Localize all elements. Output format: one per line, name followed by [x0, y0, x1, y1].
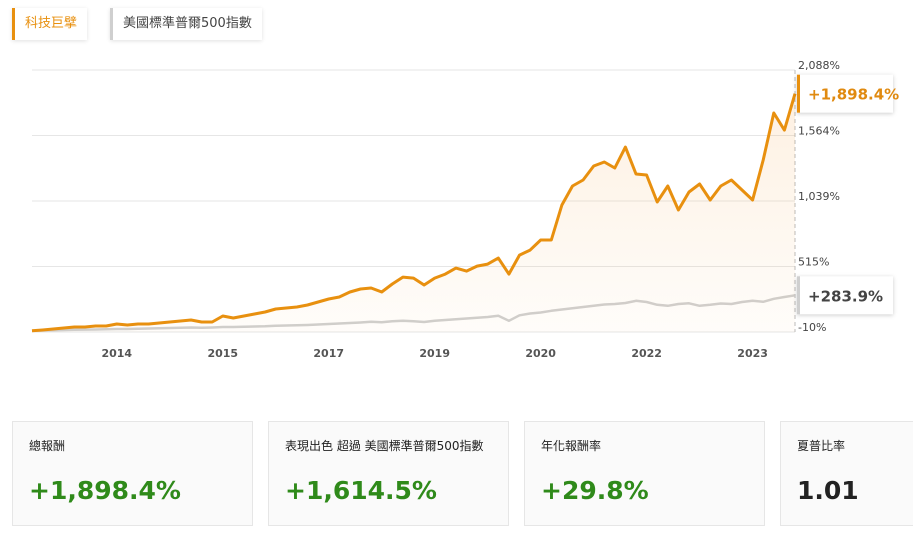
- y-tick-label: 1,039%: [798, 190, 840, 203]
- stat-label: 年化報酬率: [541, 439, 602, 453]
- stat-card: 夏普比率 1.01: [780, 421, 913, 526]
- end-value-text: +1,898.4%: [808, 86, 899, 104]
- stat-value: +29.8%: [541, 476, 649, 505]
- x-tick-label: 2023: [737, 347, 768, 360]
- x-tick-label: 2020: [525, 347, 556, 360]
- stat-card: 總報酬 +1,898.4%: [12, 421, 253, 526]
- x-tick-label: 2017: [313, 347, 344, 360]
- y-tick-label: -10%: [798, 321, 826, 334]
- stat-card: 表現出色 超過 美國標準普爾500指數 +1,614.5%: [268, 421, 509, 526]
- end-value-label: +1,898.4%: [797, 74, 899, 113]
- series-line: [31, 93, 797, 333]
- y-tick-label: 1,564%: [798, 124, 840, 137]
- y-tick-label: 2,088%: [798, 59, 840, 72]
- end-value-label: +283.9%: [797, 276, 893, 315]
- label-box: [797, 276, 893, 315]
- label-accent: [797, 276, 800, 315]
- chart: -10% 515% 1,039% 1,564% 2,088% 2014 2015 2017 20…: [31, 59, 899, 360]
- series-tab[interactable]: 科技巨擘: [12, 8, 88, 40]
- stat-label: 總報酬: [29, 439, 66, 453]
- stat-card: 年化報酬率 +29.8%: [524, 421, 765, 526]
- series-tab[interactable]: 美國標準普爾500指數: [110, 8, 262, 40]
- stat-value: +1,898.4%: [29, 476, 181, 505]
- x-tick-label: 2019: [419, 347, 450, 360]
- stat-value: 1.01: [797, 476, 859, 505]
- label-box: [797, 74, 893, 113]
- label-accent: [797, 74, 800, 113]
- stat-label: 表現出色 超過 美國標準普爾500指數: [285, 439, 484, 453]
- stat-value: +1,614.5%: [285, 476, 437, 505]
- y-tick-label: 515%: [798, 255, 829, 268]
- end-value-text: +283.9%: [808, 287, 883, 305]
- x-tick-label: 2022: [631, 347, 662, 360]
- x-tick-label: 2015: [207, 347, 238, 360]
- x-tick-label: 2014: [101, 347, 132, 360]
- area-fill: [32, 93, 795, 332]
- stat-label: 夏普比率: [797, 439, 846, 453]
